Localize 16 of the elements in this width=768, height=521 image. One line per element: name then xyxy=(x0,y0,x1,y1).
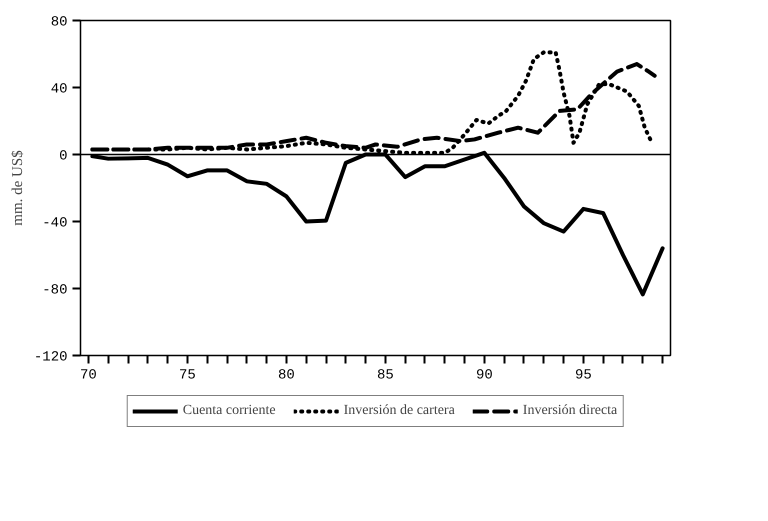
y-tick-label: -40 xyxy=(42,216,68,232)
y-axis-title: mm. de US$ xyxy=(10,150,26,226)
x-tick-label: 70 xyxy=(80,368,97,384)
legend-label: Inversión directa xyxy=(522,403,618,419)
x-tick-label: 85 xyxy=(377,368,394,384)
y-tick-label: -80 xyxy=(42,282,68,298)
x-tick-label: 95 xyxy=(574,368,592,384)
y-tick-label: -120 xyxy=(34,350,68,366)
x-tick-label: 90 xyxy=(476,368,493,384)
legend-label: Cuenta corriente xyxy=(182,403,276,419)
legend-label: Inversión de cartera xyxy=(344,403,455,419)
y-tick-label: 40 xyxy=(50,82,68,98)
y-tick-label: 0 xyxy=(59,148,68,164)
x-tick-label: 75 xyxy=(179,368,196,384)
x-tick-label: 80 xyxy=(278,368,295,384)
y-tick-label: 80 xyxy=(50,14,68,30)
